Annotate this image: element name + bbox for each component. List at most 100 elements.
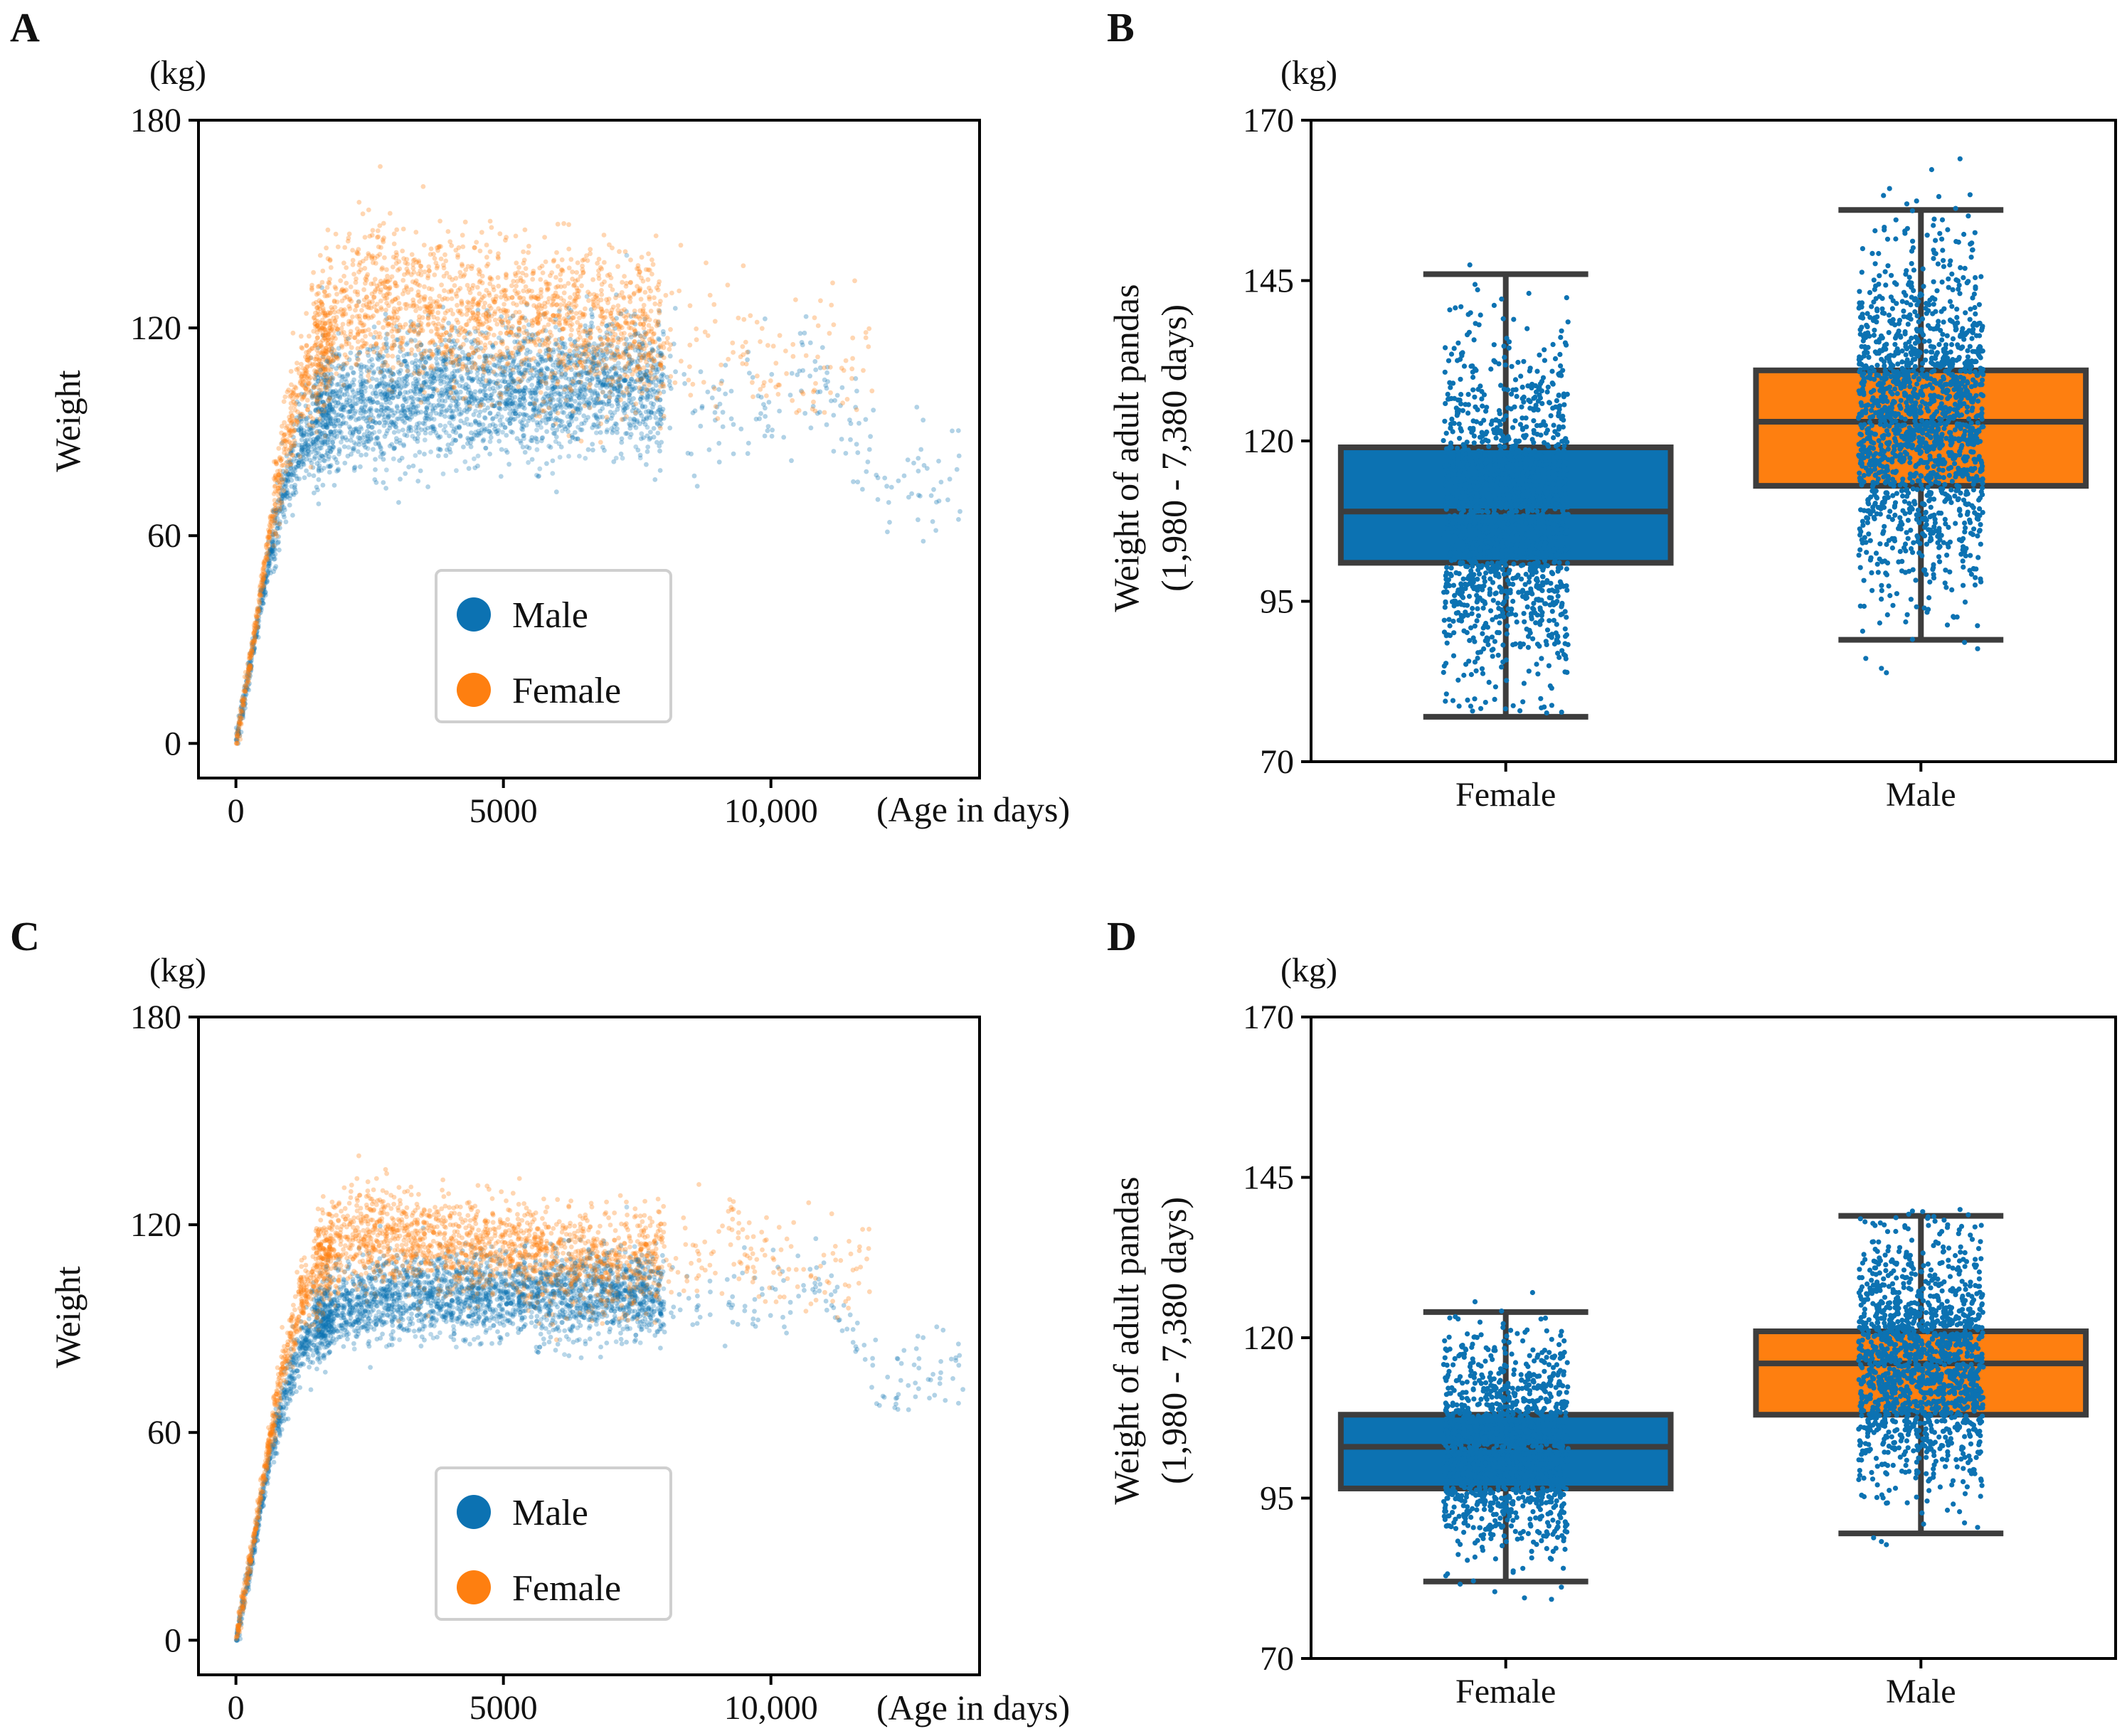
data-point	[783, 348, 788, 353]
data-point	[521, 396, 526, 401]
data-point	[324, 358, 330, 363]
data-point	[497, 349, 503, 354]
data-point	[611, 318, 617, 323]
data-point	[653, 319, 658, 324]
data-point	[248, 663, 253, 669]
data-point	[442, 252, 447, 257]
data-point	[433, 322, 438, 328]
data-point	[504, 432, 509, 438]
data-point	[790, 398, 795, 403]
data-point	[591, 403, 597, 408]
data-point	[513, 233, 519, 239]
data-point	[636, 272, 642, 277]
data-point	[787, 393, 793, 398]
data-point	[311, 301, 317, 307]
data-point	[497, 438, 502, 444]
data-point	[365, 433, 370, 439]
data-point	[529, 457, 535, 462]
data-point	[327, 464, 332, 469]
data-point	[573, 365, 579, 371]
data-point	[855, 450, 861, 455]
data-point	[731, 451, 736, 457]
data-point	[271, 554, 277, 559]
data-point	[598, 313, 603, 319]
data-point	[363, 409, 368, 415]
data-point	[516, 309, 522, 315]
data-point	[437, 218, 442, 224]
data-point	[391, 309, 396, 314]
data-point	[270, 551, 275, 557]
data-point	[579, 360, 584, 365]
data-point	[378, 298, 383, 304]
data-point	[236, 715, 242, 721]
data-point	[516, 265, 521, 270]
data-point	[631, 341, 636, 346]
data-point	[476, 267, 482, 272]
data-point	[395, 295, 401, 301]
data-point	[292, 482, 298, 488]
data-point	[269, 548, 275, 553]
data-point	[327, 417, 333, 422]
data-point	[482, 392, 487, 398]
data-point	[278, 473, 284, 478]
data-point	[417, 449, 423, 455]
data-point	[317, 463, 322, 469]
data-point	[847, 417, 852, 422]
data-point	[668, 326, 673, 332]
data-point	[283, 469, 289, 474]
data-point	[522, 449, 528, 455]
data-point	[745, 451, 750, 457]
data-point	[319, 351, 325, 357]
data-point	[731, 350, 736, 355]
data-point	[740, 344, 746, 349]
data-point	[566, 246, 572, 252]
data-point	[516, 327, 522, 332]
data-point	[511, 403, 517, 409]
data-point	[539, 366, 544, 372]
data-point	[591, 355, 597, 361]
data-point	[285, 464, 290, 470]
data-point	[336, 309, 341, 314]
data-point	[647, 285, 652, 291]
data-point	[307, 422, 312, 427]
data-point	[385, 331, 391, 337]
data-point	[725, 282, 731, 288]
data-point	[632, 320, 637, 326]
data-point	[339, 378, 344, 383]
data-point	[657, 302, 662, 307]
data-point	[404, 433, 410, 438]
data-point	[688, 393, 694, 398]
data-point	[574, 270, 579, 275]
data-point	[526, 250, 531, 255]
data-point	[295, 361, 299, 366]
data-point	[287, 447, 292, 453]
data-point	[450, 277, 455, 282]
data-point	[600, 319, 605, 324]
data-point	[580, 263, 585, 269]
data-point	[600, 406, 605, 411]
data-point	[750, 375, 755, 380]
data-point	[272, 518, 278, 523]
data-point	[309, 282, 314, 288]
data-point	[651, 356, 657, 362]
data-point	[918, 447, 924, 452]
data-point	[667, 378, 672, 384]
data-point	[272, 502, 278, 507]
data-point	[763, 405, 768, 411]
data-point	[324, 387, 329, 393]
data-point	[638, 436, 644, 442]
data-point	[334, 314, 339, 320]
data-point	[956, 453, 962, 459]
data-point	[646, 323, 652, 328]
data-point	[373, 308, 379, 313]
data-point	[720, 410, 726, 415]
data-point	[458, 418, 464, 424]
data-point	[470, 282, 476, 288]
data-point	[400, 248, 405, 254]
data-point	[860, 486, 865, 492]
data-point	[519, 299, 524, 305]
data-point	[366, 251, 371, 257]
data-point	[487, 281, 493, 287]
data-point	[396, 369, 401, 375]
data-point	[280, 469, 286, 474]
